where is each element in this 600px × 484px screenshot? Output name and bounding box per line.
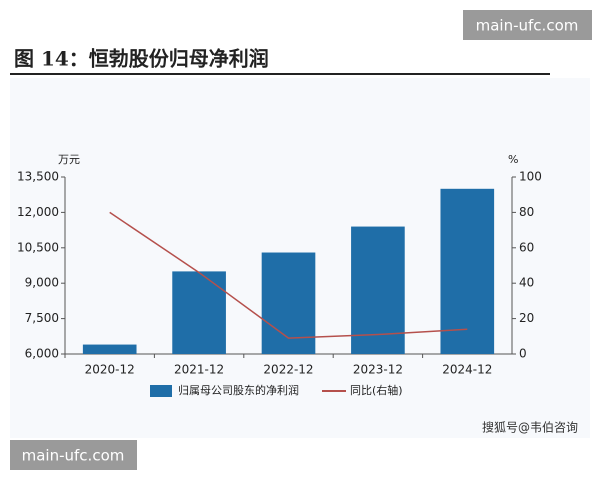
y-axis-unit: 万元 [58, 153, 80, 166]
x-tick-label: 2023-12 [353, 363, 403, 377]
y-tick-label: 9,000 [25, 276, 59, 290]
bar [82, 344, 137, 354]
y-tick-label: 10,500 [17, 240, 59, 254]
y-tick-label: 13,500 [17, 170, 59, 184]
x-tick-label: 2022-12 [263, 363, 313, 377]
y-tick-label: 6,000 [25, 347, 59, 361]
x-tick-label: 2021-12 [174, 363, 224, 377]
y-tick-label: 12,000 [17, 205, 59, 219]
y2-tick-label: 0 [519, 347, 527, 361]
bar [172, 271, 226, 354]
bar [440, 188, 495, 354]
y2-tick-label: 100 [519, 170, 542, 184]
y2-tick-label: 60 [519, 240, 534, 254]
legend-swatch [150, 385, 172, 397]
watermark-box [10, 440, 137, 470]
y2-tick-label: 20 [519, 311, 534, 325]
x-tick-label: 2024-12 [442, 363, 492, 377]
line [109, 211, 468, 339]
watermark-box [463, 10, 592, 40]
y2-axis-unit: % [508, 153, 518, 166]
y2-tick-label: 40 [519, 276, 534, 290]
watermark: main-ufc.com [22, 447, 125, 465]
watermark: main-ufc.com [476, 17, 579, 35]
x-tick-label: 2020-12 [85, 363, 135, 377]
source-watermark: 搜狐号@韦伯咨询 [482, 420, 578, 435]
legend-label: 归属母公司股东的净利润 [178, 383, 299, 397]
legend-label: 同比(右轴) [350, 383, 403, 397]
y-tick-label: 7,500 [25, 311, 59, 325]
y2-tick-label: 80 [519, 205, 534, 219]
chart-title: 图 14：恒勃股份归母净利润 [14, 47, 269, 71]
